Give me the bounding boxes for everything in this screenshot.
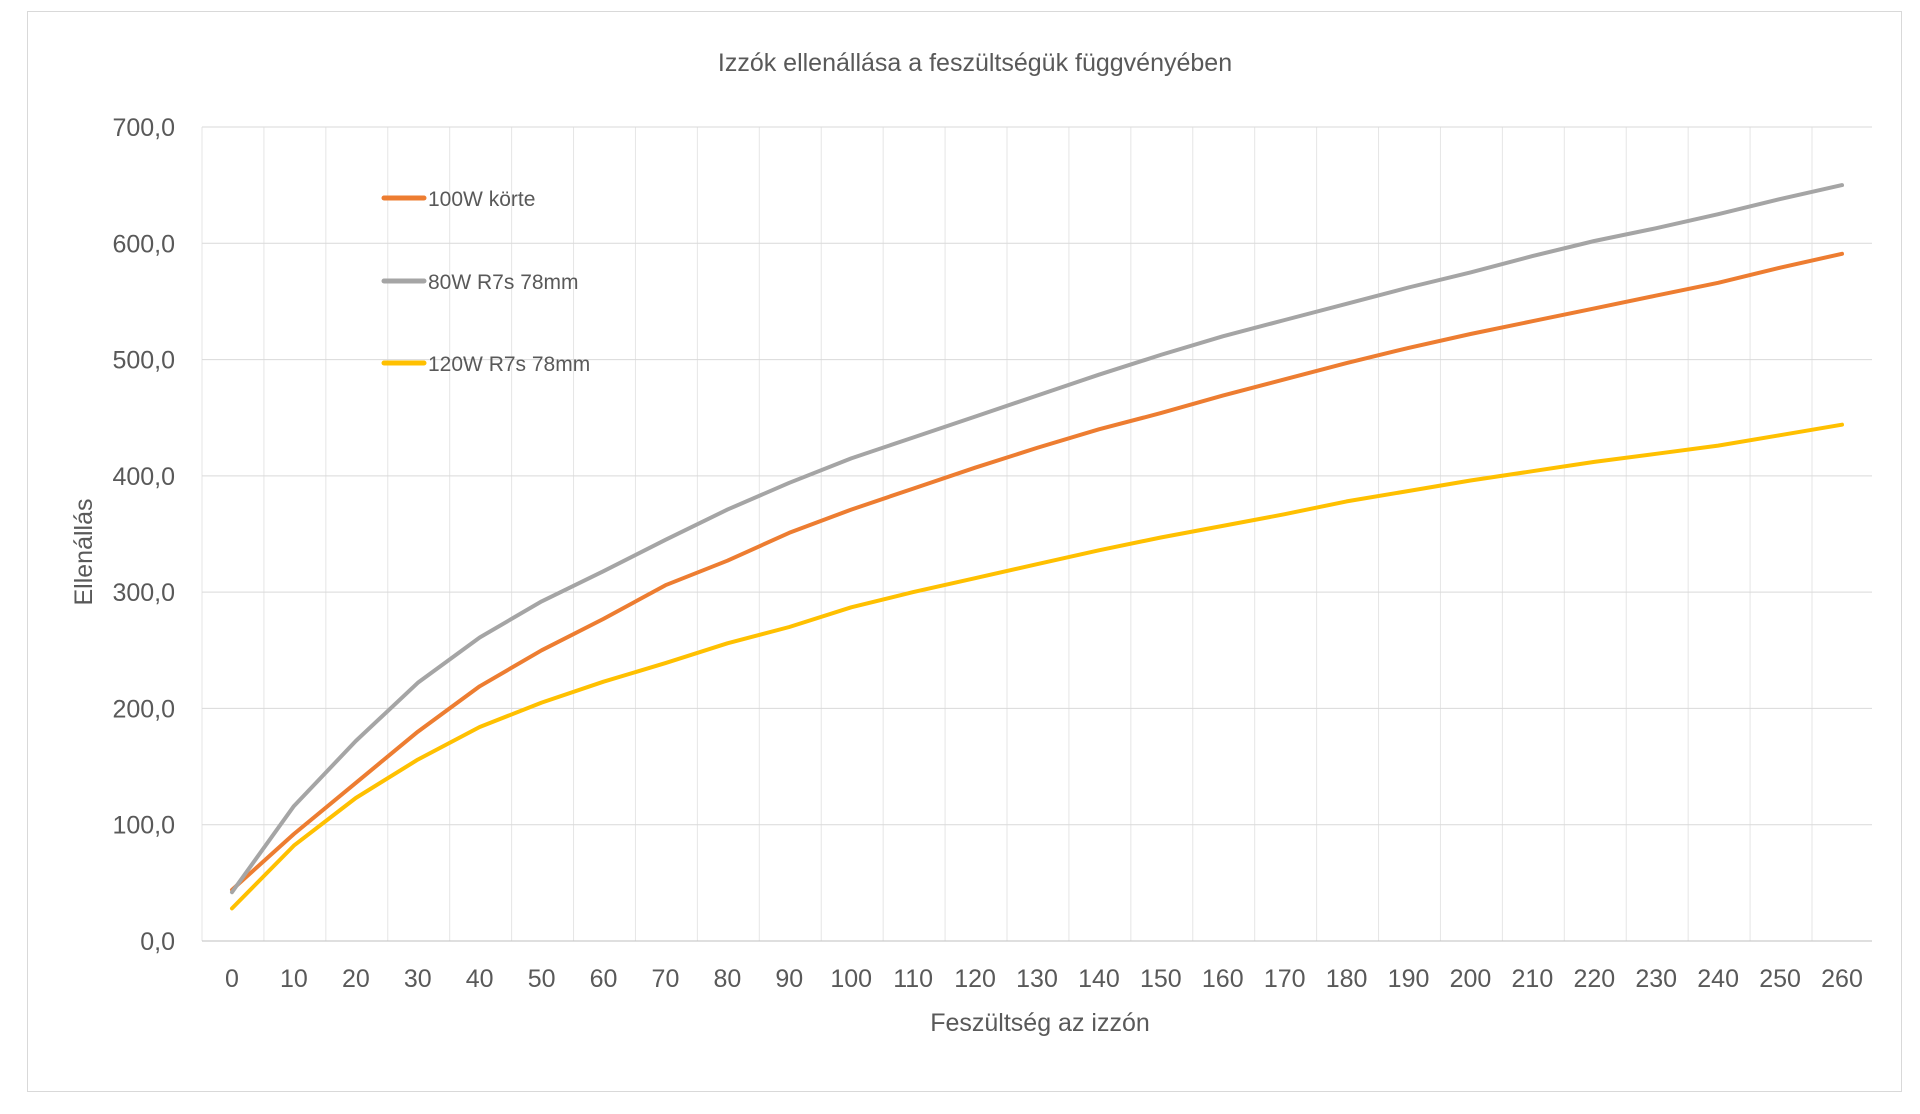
x-tick-label: 210 [1512,965,1554,993]
x-tick-label: 100 [830,965,872,993]
x-tick-label: 190 [1388,965,1430,993]
x-tick-label: 70 [652,965,680,993]
series-line-3 [230,422,1844,911]
legend: 100W körte 80W R7s 78mm 120W R7s 78mm [381,188,590,376]
x-axis-title: Feszültség az izzón [930,1009,1150,1037]
series-line-2 [230,183,1844,895]
x-tick-labels: 0 10 20 30 40 50 60 70 80 90 100 110 120 130 140 150 160… [225,965,1863,993]
y-tick-label: 200,0 [112,695,175,723]
y-tick-label: 0,0 [140,928,175,956]
x-tick-label: 110 [893,965,933,993]
legend-label: 80W R7s 78mm [428,271,579,294]
x-tick-label: 200 [1450,965,1492,993]
x-tick-label: 130 [1016,965,1058,993]
x-tick-label: 240 [1697,965,1739,993]
x-tick-label: 40 [466,965,494,993]
x-tick-label: 50 [528,965,556,993]
y-tick-label: 300,0 [112,579,175,607]
x-tick-label: 140 [1078,965,1120,993]
x-tick-label: 80 [713,965,741,993]
x-tick-label: 20 [342,965,370,993]
y-tick-label: 500,0 [112,347,175,375]
gridlines [201,126,1872,942]
x-tick-label: 30 [404,965,432,993]
x-tick-label: 250 [1759,965,1801,993]
x-tick-label: 260 [1821,965,1863,993]
y-tick-label: 600,0 [112,230,175,258]
y-tick-label: 400,0 [112,463,175,491]
chart-frame [27,11,1902,1092]
y-tick-label: 700,0 [112,114,175,142]
x-tick-label: 160 [1202,965,1244,993]
x-tick-label: 150 [1140,965,1182,993]
x-tick-label: 220 [1573,965,1615,993]
series-line-1 [230,251,1844,892]
x-tick-label: 0 [225,965,239,993]
x-tick-label: 10 [280,965,308,993]
y-axis-title: Ellenállás [70,498,98,605]
series-lines [230,183,1844,911]
x-tick-label: 180 [1326,965,1368,993]
x-tick-label: 90 [775,965,803,993]
x-tick-label: 170 [1264,965,1306,993]
legend-label: 100W körte [428,188,535,211]
y-tick-labels: 0,0 100,0 200,0 300,0 400,0 500,0 600,0 700,0 [112,114,175,956]
x-tick-label: 60 [590,965,618,993]
legend-label: 120W R7s 78mm [428,353,590,376]
chart-title: Izzók ellenállása a feszültségük függvén… [718,49,1232,77]
x-tick-label: 120 [954,965,996,993]
x-tick-label: 230 [1635,965,1677,993]
y-tick-label: 100,0 [112,812,175,840]
